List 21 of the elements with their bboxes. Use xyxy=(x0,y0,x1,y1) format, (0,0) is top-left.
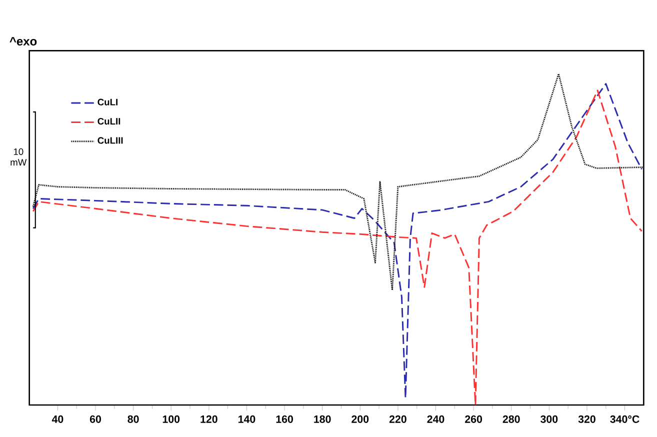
x-tick-label: 60 xyxy=(90,415,101,423)
x-tick-label: 340°C xyxy=(610,415,640,423)
x-tick-label: 140 xyxy=(238,415,256,423)
x-tick-label: 40 xyxy=(52,415,64,423)
x-tick-label: 120 xyxy=(200,415,218,423)
legend-label: CuLI xyxy=(98,98,118,106)
x-tick-label: 260 xyxy=(465,415,482,423)
x-tick-label: 280 xyxy=(502,415,520,423)
text: ^exo xyxy=(10,37,37,46)
x-tick-label: 220 xyxy=(389,415,406,423)
x-tick-label: 180 xyxy=(314,415,331,423)
x-tick-label: 160 xyxy=(276,415,293,423)
legend-label: CuLII xyxy=(98,118,120,125)
x-tick-label: 320 xyxy=(578,415,596,423)
legend-label: CuLIII xyxy=(98,137,123,144)
x-tick-label: 200 xyxy=(352,415,369,423)
x-tick-label: 240 xyxy=(427,415,444,423)
x-tick-label: 300 xyxy=(540,415,558,423)
x-tick-label: 80 xyxy=(128,415,139,423)
text: 10 mW xyxy=(10,148,27,166)
x-tick-label: 100 xyxy=(162,415,180,423)
